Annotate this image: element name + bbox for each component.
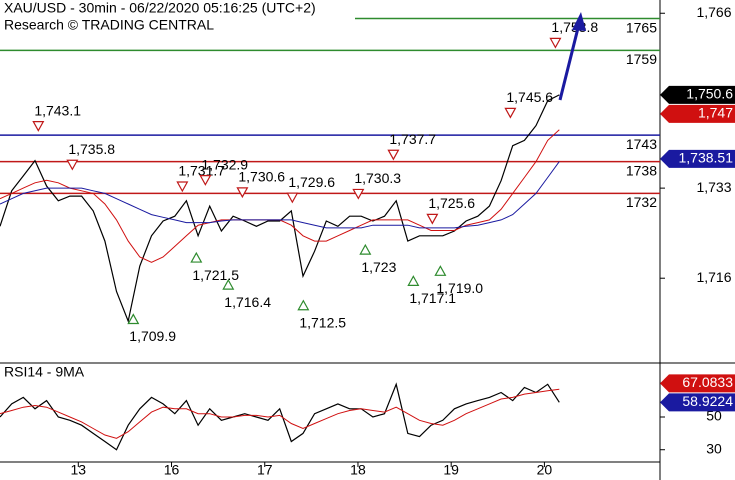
high-label: 1,730.3 <box>354 170 401 186</box>
low-label: 1,709.9 <box>129 328 176 344</box>
high-marker <box>352 188 365 200</box>
x-tick-label: 16 <box>164 462 180 478</box>
price-tag-label: 1,747 <box>698 105 733 121</box>
level-label: 1732 <box>626 194 657 210</box>
price-tag-label: 67.0833 <box>682 374 733 390</box>
x-tick-label: 17 <box>257 462 273 478</box>
high-marker <box>176 181 189 193</box>
price-line <box>0 382 560 451</box>
level-label: 1759 <box>626 51 657 67</box>
y-tick-label: 1,766 <box>696 4 731 20</box>
low-label: 1,721.5 <box>192 267 239 283</box>
high-marker <box>32 121 45 132</box>
price-line <box>0 94 560 324</box>
price-tag: 1,750.6 <box>660 86 735 104</box>
low-label: 1,717.1 <box>409 290 456 306</box>
price-tag-label: 1,738.51 <box>679 150 734 166</box>
high-label: 1,731.7 <box>178 163 225 179</box>
low-marker <box>190 251 203 263</box>
high-label: 1,735.8 <box>68 141 115 157</box>
price-tag: 1,738.51 <box>660 150 735 168</box>
high-marker <box>199 175 212 186</box>
low-marker <box>222 278 235 290</box>
high-label: 1,729.6 <box>288 174 335 190</box>
y-tick-label: 30 <box>706 440 722 456</box>
low-label: 1,723 <box>361 259 396 275</box>
price-tag-label: 58.9224 <box>682 393 733 409</box>
price-tag-box <box>660 149 735 168</box>
y-tick-label: 1,716 <box>696 269 731 285</box>
high-label: 1,737.7 <box>389 131 436 147</box>
low-label: 1,716.4 <box>224 294 271 310</box>
x-tick-label: 18 <box>350 462 366 478</box>
indicator-title: RSI14 - 9MA <box>4 364 85 380</box>
forecast-arrow <box>558 12 586 101</box>
low-label: 1,719.0 <box>436 280 483 296</box>
arrow-shaft <box>558 27 580 101</box>
low-marker <box>434 265 447 276</box>
level-label: 1738 <box>626 162 657 178</box>
price-tag: 58.9224 <box>660 393 735 412</box>
price-tag-box <box>660 393 735 412</box>
price-tag-box <box>660 374 735 393</box>
high-marker <box>426 213 439 225</box>
average-line <box>0 388 560 439</box>
low-label: 1,712.5 <box>299 314 346 330</box>
chart-subtitle: Research © TRADING CENTRAL <box>4 17 214 33</box>
high-marker <box>66 159 79 171</box>
x-tick-label: 19 <box>443 462 459 478</box>
y-tick-label: 50 <box>706 408 722 424</box>
y-tick-label: 1,733 <box>696 179 731 195</box>
low-marker <box>297 299 310 311</box>
high-label: 1,732.9 <box>201 156 248 172</box>
high-marker <box>504 107 517 119</box>
high-marker <box>286 192 299 204</box>
high-label: 1,745.6 <box>506 89 553 105</box>
high-label: 1,725.6 <box>428 195 475 211</box>
high-marker <box>236 187 249 199</box>
high-marker <box>549 37 562 49</box>
chart-title: XAU/USD - 30min - 06/22/2020 05:16:25 (U… <box>4 0 316 16</box>
x-tick-label: 13 <box>71 462 87 478</box>
price-tag: 1,747 <box>660 105 735 123</box>
level-label: 1765 <box>626 19 657 35</box>
x-tick-label: 20 <box>537 462 553 478</box>
low-marker <box>359 243 372 255</box>
high-marker <box>387 149 400 161</box>
level-label: 1743 <box>626 136 657 152</box>
price-tag-box <box>660 104 735 123</box>
price-tag-label: 1,750.6 <box>686 86 733 102</box>
low-marker <box>407 275 420 286</box>
arrow-head <box>572 12 586 31</box>
price-tag-box <box>660 85 735 104</box>
high-label: 1,743.1 <box>34 102 81 118</box>
price-tag: 67.0833 <box>660 374 735 393</box>
high-label: 1,730.6 <box>238 169 285 185</box>
average-line <box>0 161 560 229</box>
low-marker <box>127 313 140 325</box>
